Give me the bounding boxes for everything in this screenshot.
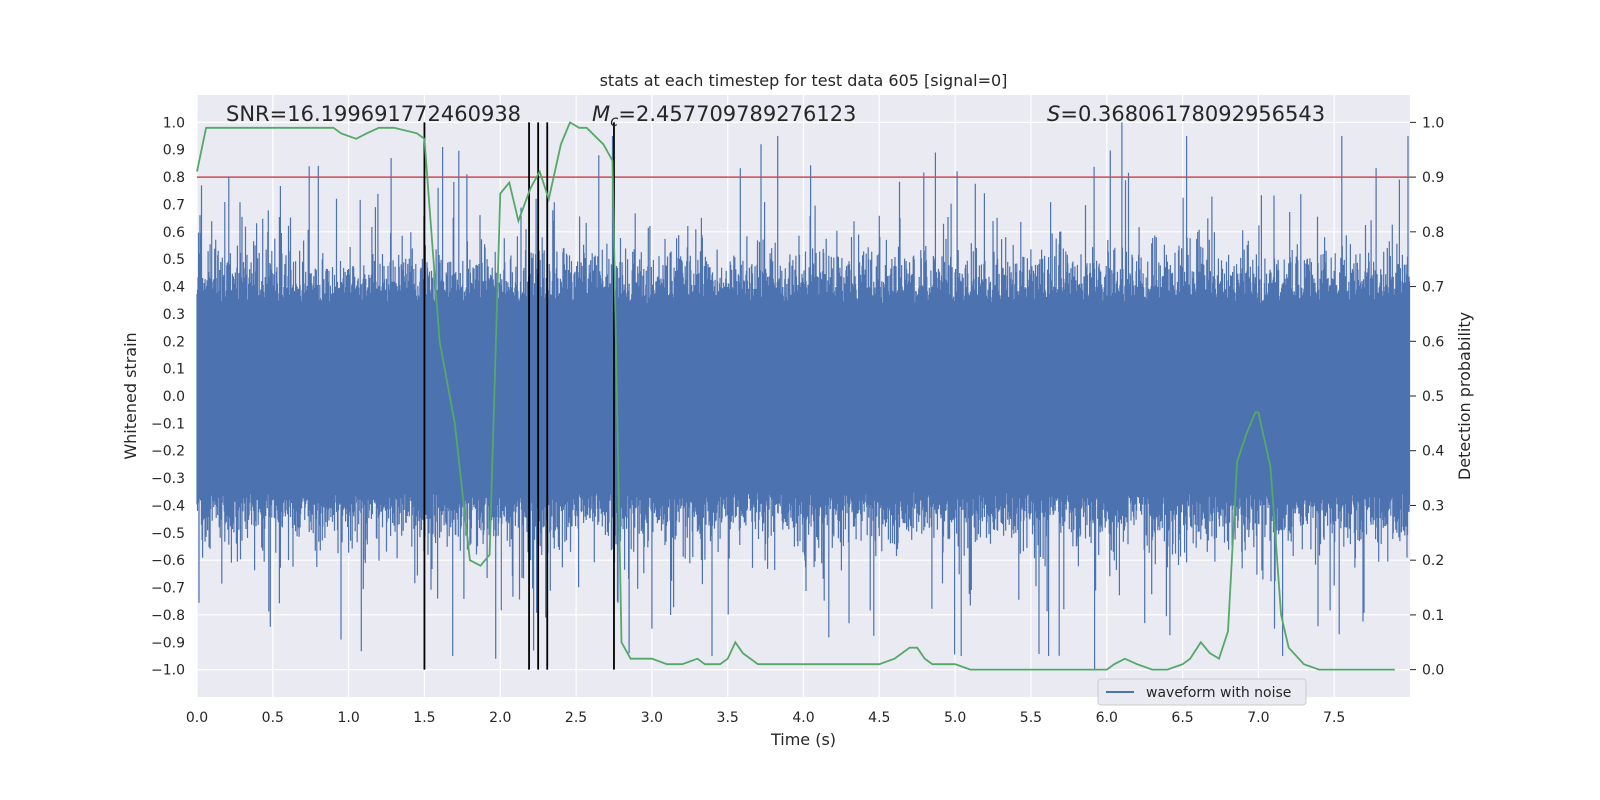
legend: waveform with noise bbox=[1097, 678, 1307, 706]
y-tick-label: 0.8 bbox=[163, 170, 185, 186]
x-tick-label: 3.5 bbox=[717, 710, 739, 726]
waveform-path bbox=[196, 122, 1411, 670]
probability-line bbox=[196, 121, 1395, 671]
y-tick-label: −0.9 bbox=[151, 635, 185, 651]
y-right-tick-label: 0.5 bbox=[1422, 389, 1444, 405]
y-right-tick-label: 0.9 bbox=[1422, 170, 1444, 186]
y-tick-label: −0.1 bbox=[151, 416, 185, 432]
y-tick-label: 0.6 bbox=[163, 225, 185, 241]
x-tick-label: 6.5 bbox=[1171, 710, 1193, 726]
x-tick-label: 5.0 bbox=[944, 710, 966, 726]
tick-labels: 0.0 0.5 1.0 1.5 2.0 2.5 3.0 3.5 4.0 4.5 5.0 5.5 6.0 6… bbox=[151, 115, 1444, 726]
y-tick-label: −1.0 bbox=[151, 663, 185, 679]
x-tick-label: 0.0 bbox=[186, 710, 208, 726]
x-tick-label: 3.0 bbox=[641, 710, 663, 726]
y-tick-label: 0.0 bbox=[163, 389, 185, 405]
x-tick-label: 1.0 bbox=[337, 710, 359, 726]
y-tick-label: 0.7 bbox=[163, 197, 185, 213]
y-tick-label: 0.9 bbox=[163, 143, 185, 159]
s-value: =0.36806178092956543 bbox=[1060, 102, 1325, 126]
x-tick-label: 2.0 bbox=[489, 710, 511, 726]
y-tick-label: 0.3 bbox=[163, 307, 185, 323]
probability-series bbox=[196, 121, 1395, 671]
y-tick-label: 0.5 bbox=[163, 252, 185, 268]
s-annotation: S=0.36806178092956543 bbox=[1047, 102, 1325, 126]
y-tick-label: 0.4 bbox=[163, 280, 185, 296]
y-tick-label: −0.8 bbox=[151, 608, 185, 624]
x-tick-label: 7.5 bbox=[1323, 710, 1345, 726]
y-tick-label: −0.6 bbox=[151, 553, 185, 569]
y-right-tick-label: 0.0 bbox=[1422, 663, 1444, 679]
y-right-tick-label: 0.6 bbox=[1422, 334, 1444, 350]
mc-subscript: c bbox=[610, 112, 619, 130]
y-right-tick-label: 0.8 bbox=[1422, 225, 1444, 241]
y-right-tick-label: 0.1 bbox=[1422, 608, 1444, 624]
snr-annotation: SNR=16.199691772460938 bbox=[226, 102, 521, 126]
y-tick-label: −0.3 bbox=[151, 471, 185, 487]
mc-value: =2.457709789276123 bbox=[618, 102, 856, 126]
y-axis-right-label: Detection probability bbox=[1455, 312, 1474, 480]
y-right-tick-label: 0.7 bbox=[1422, 280, 1444, 296]
y-axis-label: Whitened strain bbox=[121, 332, 140, 459]
y-tick-label: 0.1 bbox=[163, 362, 185, 378]
y-right-tick-label: 0.4 bbox=[1422, 444, 1444, 460]
y-right-tick-label: 0.3 bbox=[1422, 498, 1444, 514]
mc-annotation: Mc=2.457709789276123 bbox=[592, 102, 856, 130]
y-tick-label: −0.5 bbox=[151, 526, 185, 542]
legend-entry: waveform with noise bbox=[1146, 685, 1291, 701]
x-axis-label: Time (s) bbox=[770, 730, 836, 749]
x-tick-label: 4.5 bbox=[868, 710, 890, 726]
x-tick-label: 6.0 bbox=[1096, 710, 1118, 726]
y-tick-label: −0.4 bbox=[151, 498, 185, 514]
y-right-tick-label: 0.2 bbox=[1422, 553, 1444, 569]
y-tick-label: −0.7 bbox=[151, 581, 185, 597]
y-tick-label: 0.2 bbox=[163, 334, 185, 350]
x-tick-label: 7.0 bbox=[1247, 710, 1269, 726]
x-tick-label: 1.5 bbox=[413, 710, 435, 726]
waveform-series bbox=[196, 122, 1411, 670]
y-tick-label: 1.0 bbox=[163, 115, 185, 131]
legend-box bbox=[1097, 678, 1307, 706]
chart-title: stats at each timestep for test data 605… bbox=[600, 71, 1008, 90]
s-symbol: S bbox=[1047, 102, 1060, 126]
y-right-tick-label: 1.0 bbox=[1422, 115, 1444, 131]
x-tick-label: 4.0 bbox=[792, 710, 814, 726]
x-tick-label: 5.5 bbox=[1020, 710, 1042, 726]
mc-symbol: M bbox=[592, 102, 610, 126]
y-tick-label: −0.2 bbox=[151, 444, 185, 460]
x-tick-label: 2.5 bbox=[565, 710, 587, 726]
x-tick-label: 0.5 bbox=[262, 710, 284, 726]
